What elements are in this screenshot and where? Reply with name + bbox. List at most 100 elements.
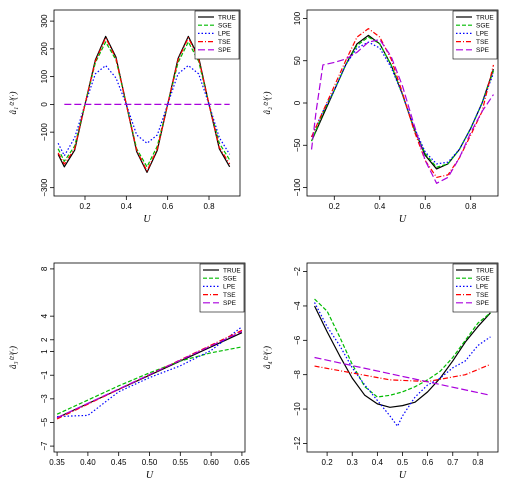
- y-tick-label: 200: [40, 42, 49, 56]
- legend-label-tse: TSE: [476, 292, 489, 299]
- x-axis-label: U: [143, 214, 151, 225]
- y-tick-label: −5: [40, 417, 49, 427]
- legend-label-true: TRUE: [476, 14, 494, 21]
- x-tick-label: 0.65: [234, 458, 250, 467]
- y-tick-label: −300: [40, 178, 49, 197]
- series-line-true: [314, 305, 491, 408]
- y-tick-label: 4: [40, 313, 49, 318]
- y-tick-label: 1: [40, 349, 49, 354]
- series-line-sge: [57, 41, 231, 168]
- legend-label-spe: SPE: [476, 47, 490, 54]
- y-tick-label: −8: [293, 370, 302, 380]
- y-tick-label: 100: [293, 11, 302, 25]
- x-tick-label: 0.50: [142, 458, 158, 467]
- y-tick-label: −12: [293, 436, 302, 450]
- panel-top-left: 0.2 0.4 0.6 0.8 300 200 100 0 −100 −300 Uâ₁⁽²⁾(·) T…: [8, 9, 241, 225]
- y-tick-label: −100: [40, 123, 49, 142]
- y-tick-label: −4: [293, 301, 302, 311]
- x-tick-label: 0.4: [372, 458, 384, 467]
- panel-top-right: 0.2 0.4 0.6 0.8 100 50 0 −50 −100 Uâ₂⁽²⁾(·) TRUE SG…: [262, 9, 499, 225]
- y-tick-label: −50: [293, 138, 302, 152]
- legend-label-tse: TSE: [218, 39, 231, 46]
- legend-box: [199, 263, 245, 313]
- series-line-tse: [314, 363, 491, 383]
- y-tick-label: 300: [40, 14, 49, 28]
- y-tick-label: −1: [40, 370, 49, 380]
- legend-label-tse: TSE: [476, 39, 489, 46]
- x-axis-label: U: [399, 470, 407, 481]
- legend-label-spe: SPE: [223, 300, 237, 307]
- x-tick-label: 0.8: [203, 202, 215, 211]
- x-tick-label: 0.6: [420, 202, 432, 211]
- x-tick-label: 0.8: [465, 202, 477, 211]
- series-line-lpe: [311, 41, 495, 165]
- x-tick-label: 0.2: [322, 458, 334, 467]
- legend-label-true: TRUE: [476, 267, 494, 274]
- x-axis-label: U: [399, 214, 407, 225]
- x-tick-label: 0.6: [422, 458, 434, 467]
- y-axis-label: â₃⁽²⁾(·): [8, 346, 18, 369]
- x-tick-label: 0.2: [329, 202, 341, 211]
- y-tick-label: −2: [293, 266, 302, 276]
- y-tick-label: 0: [40, 102, 49, 107]
- panel-bottom-left: 0.35 0.40 0.45 0.50 0.55 0.60 0.65 8 4 2 1 −1 −3 −5 −7…: [8, 262, 250, 481]
- legend-label-sge: SGE: [223, 276, 237, 283]
- x-tick-label: 0.8: [472, 458, 484, 467]
- x-tick-label: 0.55: [173, 458, 189, 467]
- legend-label-spe: SPE: [476, 300, 490, 307]
- x-tick-label: 0.35: [49, 458, 65, 467]
- series-line-spe: [56, 330, 243, 419]
- legend-box: [452, 10, 498, 60]
- series-line-lpe: [57, 326, 243, 418]
- x-tick-label: 0.2: [79, 202, 91, 211]
- y-tick-label: −10: [293, 402, 302, 416]
- legend-box: [452, 263, 498, 313]
- legend-label-sge: SGE: [476, 23, 490, 30]
- legend-label-spe: SPE: [218, 47, 232, 54]
- legend-label-sge: SGE: [218, 23, 232, 30]
- x-tick-label: 0.45: [111, 458, 127, 467]
- y-tick-label: 100: [40, 69, 49, 83]
- series-line-sge: [314, 298, 491, 398]
- y-axis-label: â₄⁽²⁾(·): [262, 346, 272, 369]
- plot-frame: [53, 9, 241, 197]
- y-tick-label: 50: [293, 56, 302, 65]
- y-tick-label: −7: [40, 441, 49, 451]
- y-axis-label: â₁⁽²⁾(·): [8, 92, 18, 115]
- x-tick-label: 0.60: [203, 458, 219, 467]
- legend-label-sge: SGE: [476, 276, 490, 283]
- y-tick-label: −3: [40, 394, 49, 404]
- x-axis-label: U: [146, 470, 154, 481]
- legend-label-lpe: LPE: [476, 31, 489, 38]
- series-line-spe: [310, 38, 494, 184]
- series-line-sge: [56, 346, 243, 415]
- legend-label-lpe: LPE: [218, 31, 231, 38]
- legend-label-true: TRUE: [218, 14, 236, 21]
- y-tick-label: −6: [293, 335, 302, 345]
- x-tick-label: 0.40: [80, 458, 96, 467]
- x-tick-label: 0.4: [374, 202, 386, 211]
- legend-box: [194, 10, 240, 60]
- legend-label-true: TRUE: [223, 267, 241, 274]
- x-tick-label: 0.6: [162, 202, 174, 211]
- series-line-tse: [311, 28, 495, 178]
- y-tick-label: 8: [40, 266, 49, 271]
- x-tick-label: 0.5: [397, 458, 409, 467]
- series-line-lpe: [314, 302, 491, 427]
- y-tick-label: 2: [40, 337, 49, 342]
- y-axis-label: â₂⁽²⁾(·): [262, 92, 272, 115]
- legend-label-lpe: LPE: [223, 284, 236, 291]
- y-tick-label: 0: [293, 100, 302, 105]
- x-tick-label: 0.7: [447, 458, 459, 467]
- x-tick-label: 0.3: [347, 458, 359, 467]
- series-line-spe: [314, 356, 491, 396]
- y-tick-label: −100: [293, 178, 302, 197]
- legend-label-tse: TSE: [223, 292, 236, 299]
- panel-bottom-right: 0.2 0.3 0.4 0.5 0.6 0.7 0.8 −2 −4 −6 −8 −10 −12 Uâ₄⁽²…: [262, 262, 499, 481]
- x-tick-label: 0.4: [121, 202, 133, 211]
